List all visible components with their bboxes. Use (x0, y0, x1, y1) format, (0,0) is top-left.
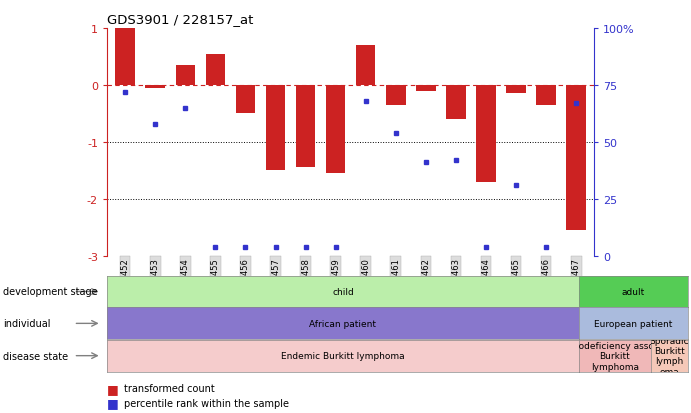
Text: European patient: European patient (594, 319, 672, 328)
Bar (236, 85, 255, 114)
Text: individual: individual (3, 318, 51, 329)
Bar (536, 85, 556, 106)
Bar (446, 85, 466, 120)
Text: transformed count: transformed count (124, 383, 215, 393)
Text: percentile rank within the sample: percentile rank within the sample (124, 398, 290, 408)
Text: GDS3901 / 228157_at: GDS3901 / 228157_at (107, 13, 254, 26)
Bar (266, 85, 285, 171)
Text: Immunodeficiency associated
Burkitt
lymphoma: Immunodeficiency associated Burkitt lymp… (547, 341, 683, 370)
Bar (326, 85, 346, 174)
Text: child: child (332, 287, 354, 296)
Text: development stage: development stage (3, 287, 98, 297)
Bar (476, 85, 495, 182)
Text: African patient: African patient (310, 319, 377, 328)
Bar (356, 46, 375, 85)
Text: adult: adult (621, 287, 645, 296)
Text: Endemic Burkitt lymphoma: Endemic Burkitt lymphoma (281, 351, 405, 360)
Bar (386, 85, 406, 106)
Bar (145, 85, 165, 88)
Text: ■: ■ (107, 396, 119, 409)
Bar (567, 85, 586, 230)
Bar (176, 66, 195, 85)
Text: Sporadic
Burkitt
lymph
oma: Sporadic Burkitt lymph oma (650, 336, 689, 376)
Bar (296, 85, 315, 168)
Text: disease state: disease state (3, 351, 68, 361)
Bar (416, 85, 435, 91)
Bar (115, 29, 135, 85)
Bar (507, 85, 526, 94)
Bar (206, 55, 225, 85)
Text: ■: ■ (107, 382, 119, 395)
